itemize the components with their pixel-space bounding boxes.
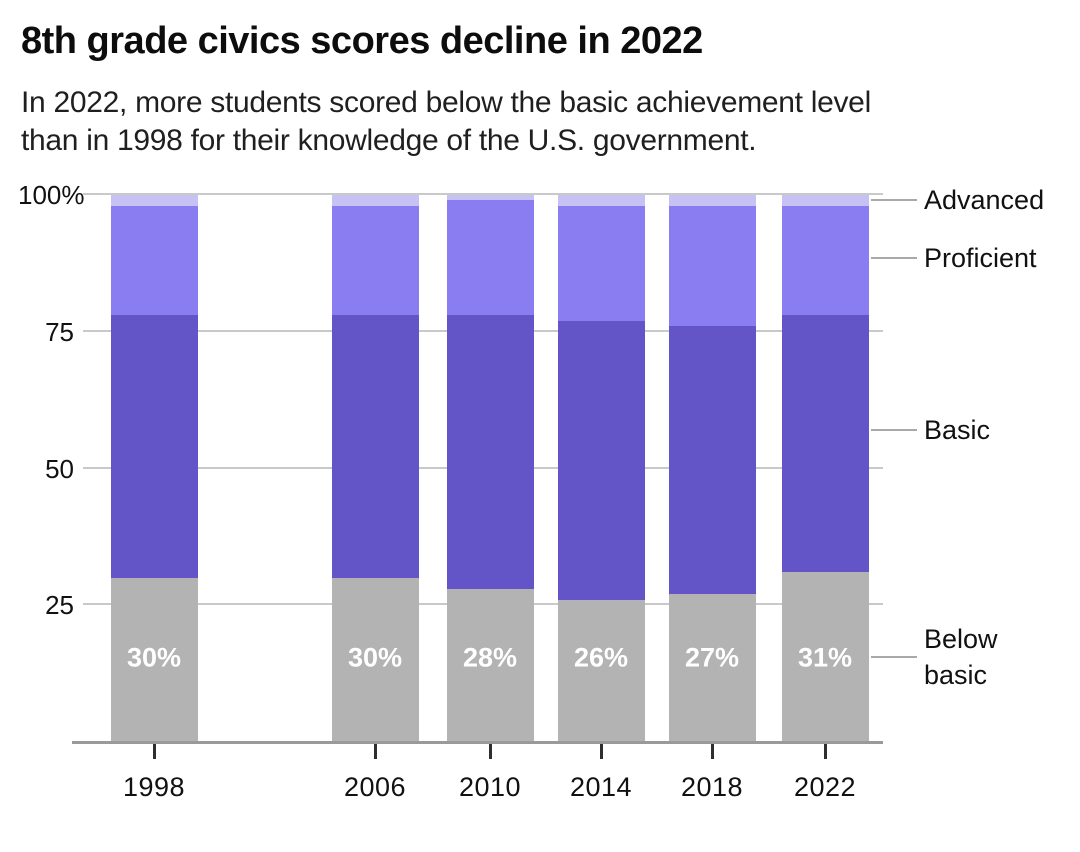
bar-value-label-2018: 27%	[684, 642, 740, 673]
bar-segment-2018-advanced	[668, 195, 756, 206]
legend-leader-advanced	[871, 199, 917, 201]
bar-segment-2010-advanced	[446, 195, 534, 201]
bar-2010	[446, 195, 534, 742]
legend-label-basic: Basic	[924, 415, 991, 445]
bar-segment-1998-advanced	[110, 195, 198, 206]
x-axis-label-2018: 2018	[680, 772, 744, 802]
bar-value-label-2010: 28%	[462, 642, 518, 673]
chart-title: 8th grade civics scores decline in 2022	[21, 20, 703, 62]
y-axis-tick-label-25: 25	[45, 590, 74, 621]
bar-segment-2006-below-basic	[331, 577, 419, 742]
legend-label-proficient: Proficient	[924, 243, 1037, 273]
bar-segment-2014-basic	[557, 320, 645, 600]
bar-segment-2018-proficient	[668, 205, 756, 327]
legend-label-below-basic: Below basic	[924, 624, 998, 690]
bar-segment-2006-advanced	[331, 195, 419, 206]
gridline-100	[83, 193, 883, 195]
bar-segment-2022-proficient	[781, 205, 869, 316]
bar-segment-2022-advanced	[781, 195, 869, 206]
x-axis-label-1998: 1998	[122, 772, 186, 802]
bar-segment-1998-below-basic	[110, 577, 198, 742]
x-axis-tick-2010	[488, 743, 492, 759]
bar-segment-2006-proficient	[331, 205, 419, 316]
bar-value-label-1998: 30%	[126, 642, 182, 673]
bar-2018	[668, 195, 756, 742]
bar-segment-2022-below-basic	[781, 572, 869, 742]
x-axis-label-2022: 2022	[793, 772, 857, 802]
x-axis-label-2006: 2006	[343, 772, 407, 802]
x-axis-line	[72, 741, 883, 744]
bar-2014	[557, 195, 645, 742]
x-axis-tick-1998	[152, 743, 156, 759]
y-axis-tick-label-50: 50	[45, 453, 74, 484]
bar-value-label-2022: 31%	[797, 642, 853, 673]
bar-segment-2010-proficient	[446, 200, 534, 316]
legend-label-advanced: Advanced	[924, 185, 1045, 215]
chart-subtitle-line-2: than in 1998 for their knowledge of the …	[21, 124, 757, 157]
legend-leader-below-basic	[871, 656, 917, 658]
bar-2022	[781, 195, 869, 742]
x-axis-tick-2018	[710, 743, 714, 759]
x-axis-label-2014: 2014	[569, 772, 633, 802]
bar-segment-2006-basic	[331, 315, 419, 578]
bar-segment-2010-basic	[446, 315, 534, 589]
bar-segment-2014-proficient	[557, 205, 645, 321]
bar-segment-1998-basic	[110, 315, 198, 578]
y-axis-tick-label-75: 75	[45, 316, 74, 347]
bar-value-label-2014: 26%	[573, 642, 629, 673]
bar-segment-2022-basic	[781, 315, 869, 573]
bar-segment-1998-proficient	[110, 205, 198, 316]
bar-segment-2014-below-basic	[557, 599, 645, 742]
x-axis-tick-2022	[823, 743, 827, 759]
x-axis-label-2010: 2010	[458, 772, 522, 802]
bar-1998	[110, 195, 198, 742]
bar-segment-2010-below-basic	[446, 588, 534, 742]
bar-2006	[331, 195, 419, 742]
x-axis-tick-2006	[373, 743, 377, 759]
bar-segment-2018-basic	[668, 326, 756, 595]
y-axis-tick-label-100: 100%	[18, 180, 85, 210]
bar-value-label-2006: 30%	[347, 642, 403, 673]
bar-segment-2014-advanced	[557, 195, 645, 206]
legend-leader-proficient	[871, 257, 917, 259]
chart-subtitle-line-1: In 2022, more students scored below the …	[21, 86, 871, 119]
legend-leader-basic	[871, 429, 917, 431]
bar-segment-2018-below-basic	[668, 594, 756, 742]
x-axis-tick-2014	[599, 743, 603, 759]
